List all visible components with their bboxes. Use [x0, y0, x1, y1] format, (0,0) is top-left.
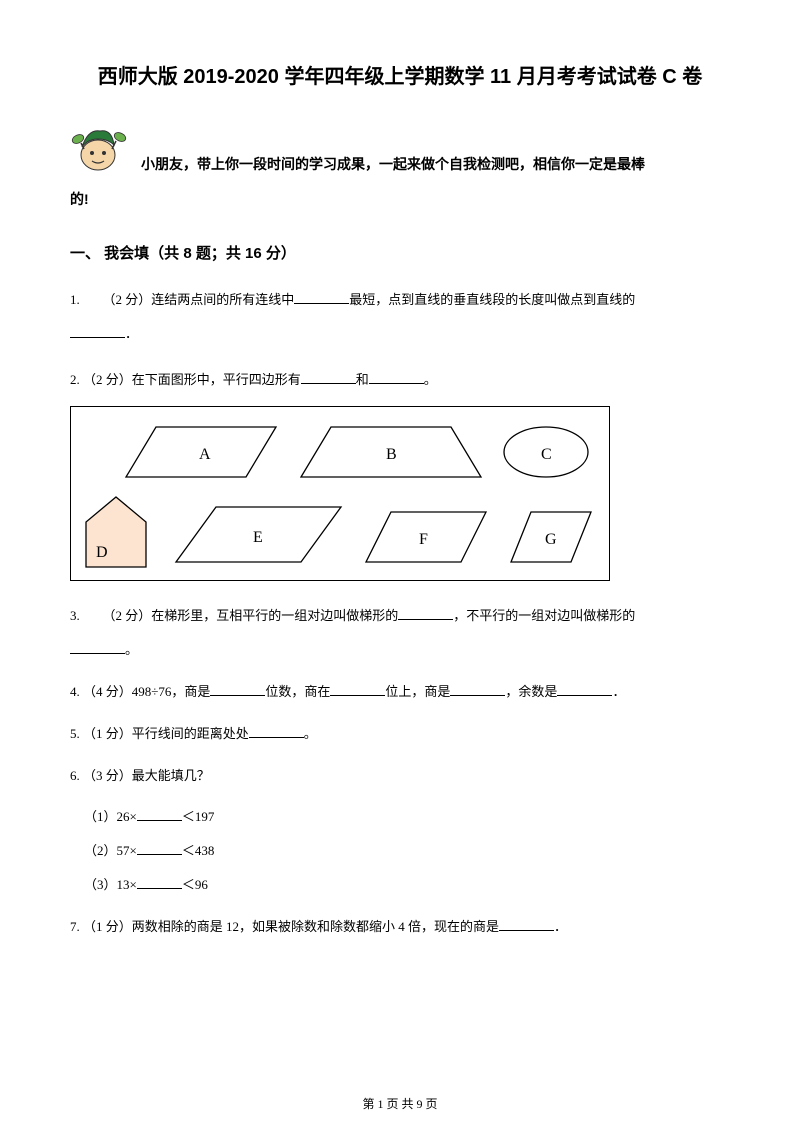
- shapes-figure: A B C D E F G: [70, 406, 610, 581]
- blank: [499, 917, 554, 931]
- q6-2b: ＜438: [182, 843, 215, 858]
- page-title: 西师大版 2019-2020 学年四年级上学期数学 11 月月考考试试卷 C 卷: [70, 60, 730, 89]
- q4-text-a: 4. （4 分）498÷76，商是: [70, 684, 210, 699]
- shape-label-g: G: [545, 531, 557, 548]
- q4-text-c: 位上，商是: [385, 684, 450, 699]
- q2-text-b: 和: [356, 372, 369, 387]
- q6-3a: （3）13×: [84, 877, 137, 892]
- blank: [137, 875, 182, 889]
- q4-text-d: ，余数是: [505, 684, 557, 699]
- question-6-3: （3）13× ＜96: [84, 868, 730, 902]
- intro-text-2: 的!: [70, 182, 730, 217]
- intro-text-1: 小朋友，带上你一段时间的学习成果，一起来做个自我检测吧，相信你一定是最棒: [141, 156, 645, 172]
- page-footer: 第 1 页 共 9 页: [0, 1095, 800, 1112]
- question-6-2: （2）57× ＜438: [84, 834, 730, 868]
- q4-text-e: ．: [612, 684, 625, 699]
- blank: [301, 370, 356, 384]
- q1-text-c: ．: [125, 326, 138, 341]
- question-2: 2. （2 分）在下面图形中，平行四边形有 和 。: [70, 363, 730, 397]
- q7-text-b: ．: [554, 919, 567, 934]
- q1-text-b: 最短，点到直线的垂直线段的长度叫做点到直线的: [349, 292, 635, 307]
- question-7: 7. （1 分）两数相除的商是 12，如果被除数和除数都缩小 4 倍，现在的商是…: [70, 910, 730, 944]
- intro-block: 小朋友，带上你一段时间的学习成果，一起来做个自我检测吧，相信你一定是最棒 的!: [70, 119, 730, 217]
- shape-label-c: C: [541, 446, 552, 463]
- question-5: 5. （1 分）平行线间的距离处处 。: [70, 717, 730, 751]
- q4-text-b: 位数，商在: [265, 684, 330, 699]
- blank: [70, 640, 125, 654]
- blank: [398, 606, 453, 620]
- q3-text-a: 3. （2 分）在梯形里，互相平行的一组对边叫做梯形的: [70, 608, 398, 623]
- q6-3b: ＜96: [182, 877, 208, 892]
- q3-text-b: ，不平行的一组对边叫做梯形的: [453, 608, 635, 623]
- q5-text-a: 5. （1 分）平行线间的距离处处: [70, 726, 249, 741]
- q3-text-c: 。: [125, 642, 138, 657]
- q6-1b: ＜197: [182, 809, 215, 824]
- q1-text-a: 1. （2 分）连结两点间的所有连线中: [70, 292, 294, 307]
- shape-label-b: B: [386, 446, 397, 463]
- q6-2a: （2）57×: [84, 843, 137, 858]
- question-4: 4. （4 分）498÷76，商是 位数，商在 位上，商是 ，余数是 ．: [70, 675, 730, 709]
- shape-label-f: F: [419, 531, 428, 548]
- q2-text-c: 。: [424, 372, 437, 387]
- shape-label-a: A: [199, 446, 211, 463]
- blank: [70, 324, 125, 338]
- blank: [210, 682, 265, 696]
- blank: [450, 682, 505, 696]
- blank: [557, 682, 612, 696]
- question-3: 3. （2 分）在梯形里，互相平行的一组对边叫做梯形的 ，不平行的一组对边叫做梯形…: [70, 599, 730, 667]
- blank: [137, 807, 182, 821]
- section-1-header: 一、 我会填（共 8 题；共 16 分）: [70, 242, 730, 263]
- blank: [137, 841, 182, 855]
- shape-label-e: E: [253, 529, 263, 546]
- q5-text-b: 。: [304, 726, 317, 741]
- blank: [330, 682, 385, 696]
- blank: [369, 370, 424, 384]
- question-6: 6. （3 分）最大能填几？: [70, 759, 730, 793]
- mascot-icon: [70, 119, 132, 182]
- blank: [294, 290, 349, 304]
- shape-label-d: D: [96, 544, 108, 561]
- blank: [249, 724, 304, 738]
- question-6-1: （1）26× ＜197: [84, 800, 730, 834]
- q2-text-a: 2. （2 分）在下面图形中，平行四边形有: [70, 372, 301, 387]
- q6-1a: （1）26×: [84, 809, 137, 824]
- question-1: 1. （2 分）连结两点间的所有连线中 最短，点到直线的垂直线段的长度叫做点到直线…: [70, 283, 730, 351]
- q7-text-a: 7. （1 分）两数相除的商是 12，如果被除数和除数都缩小 4 倍，现在的商是: [70, 919, 499, 934]
